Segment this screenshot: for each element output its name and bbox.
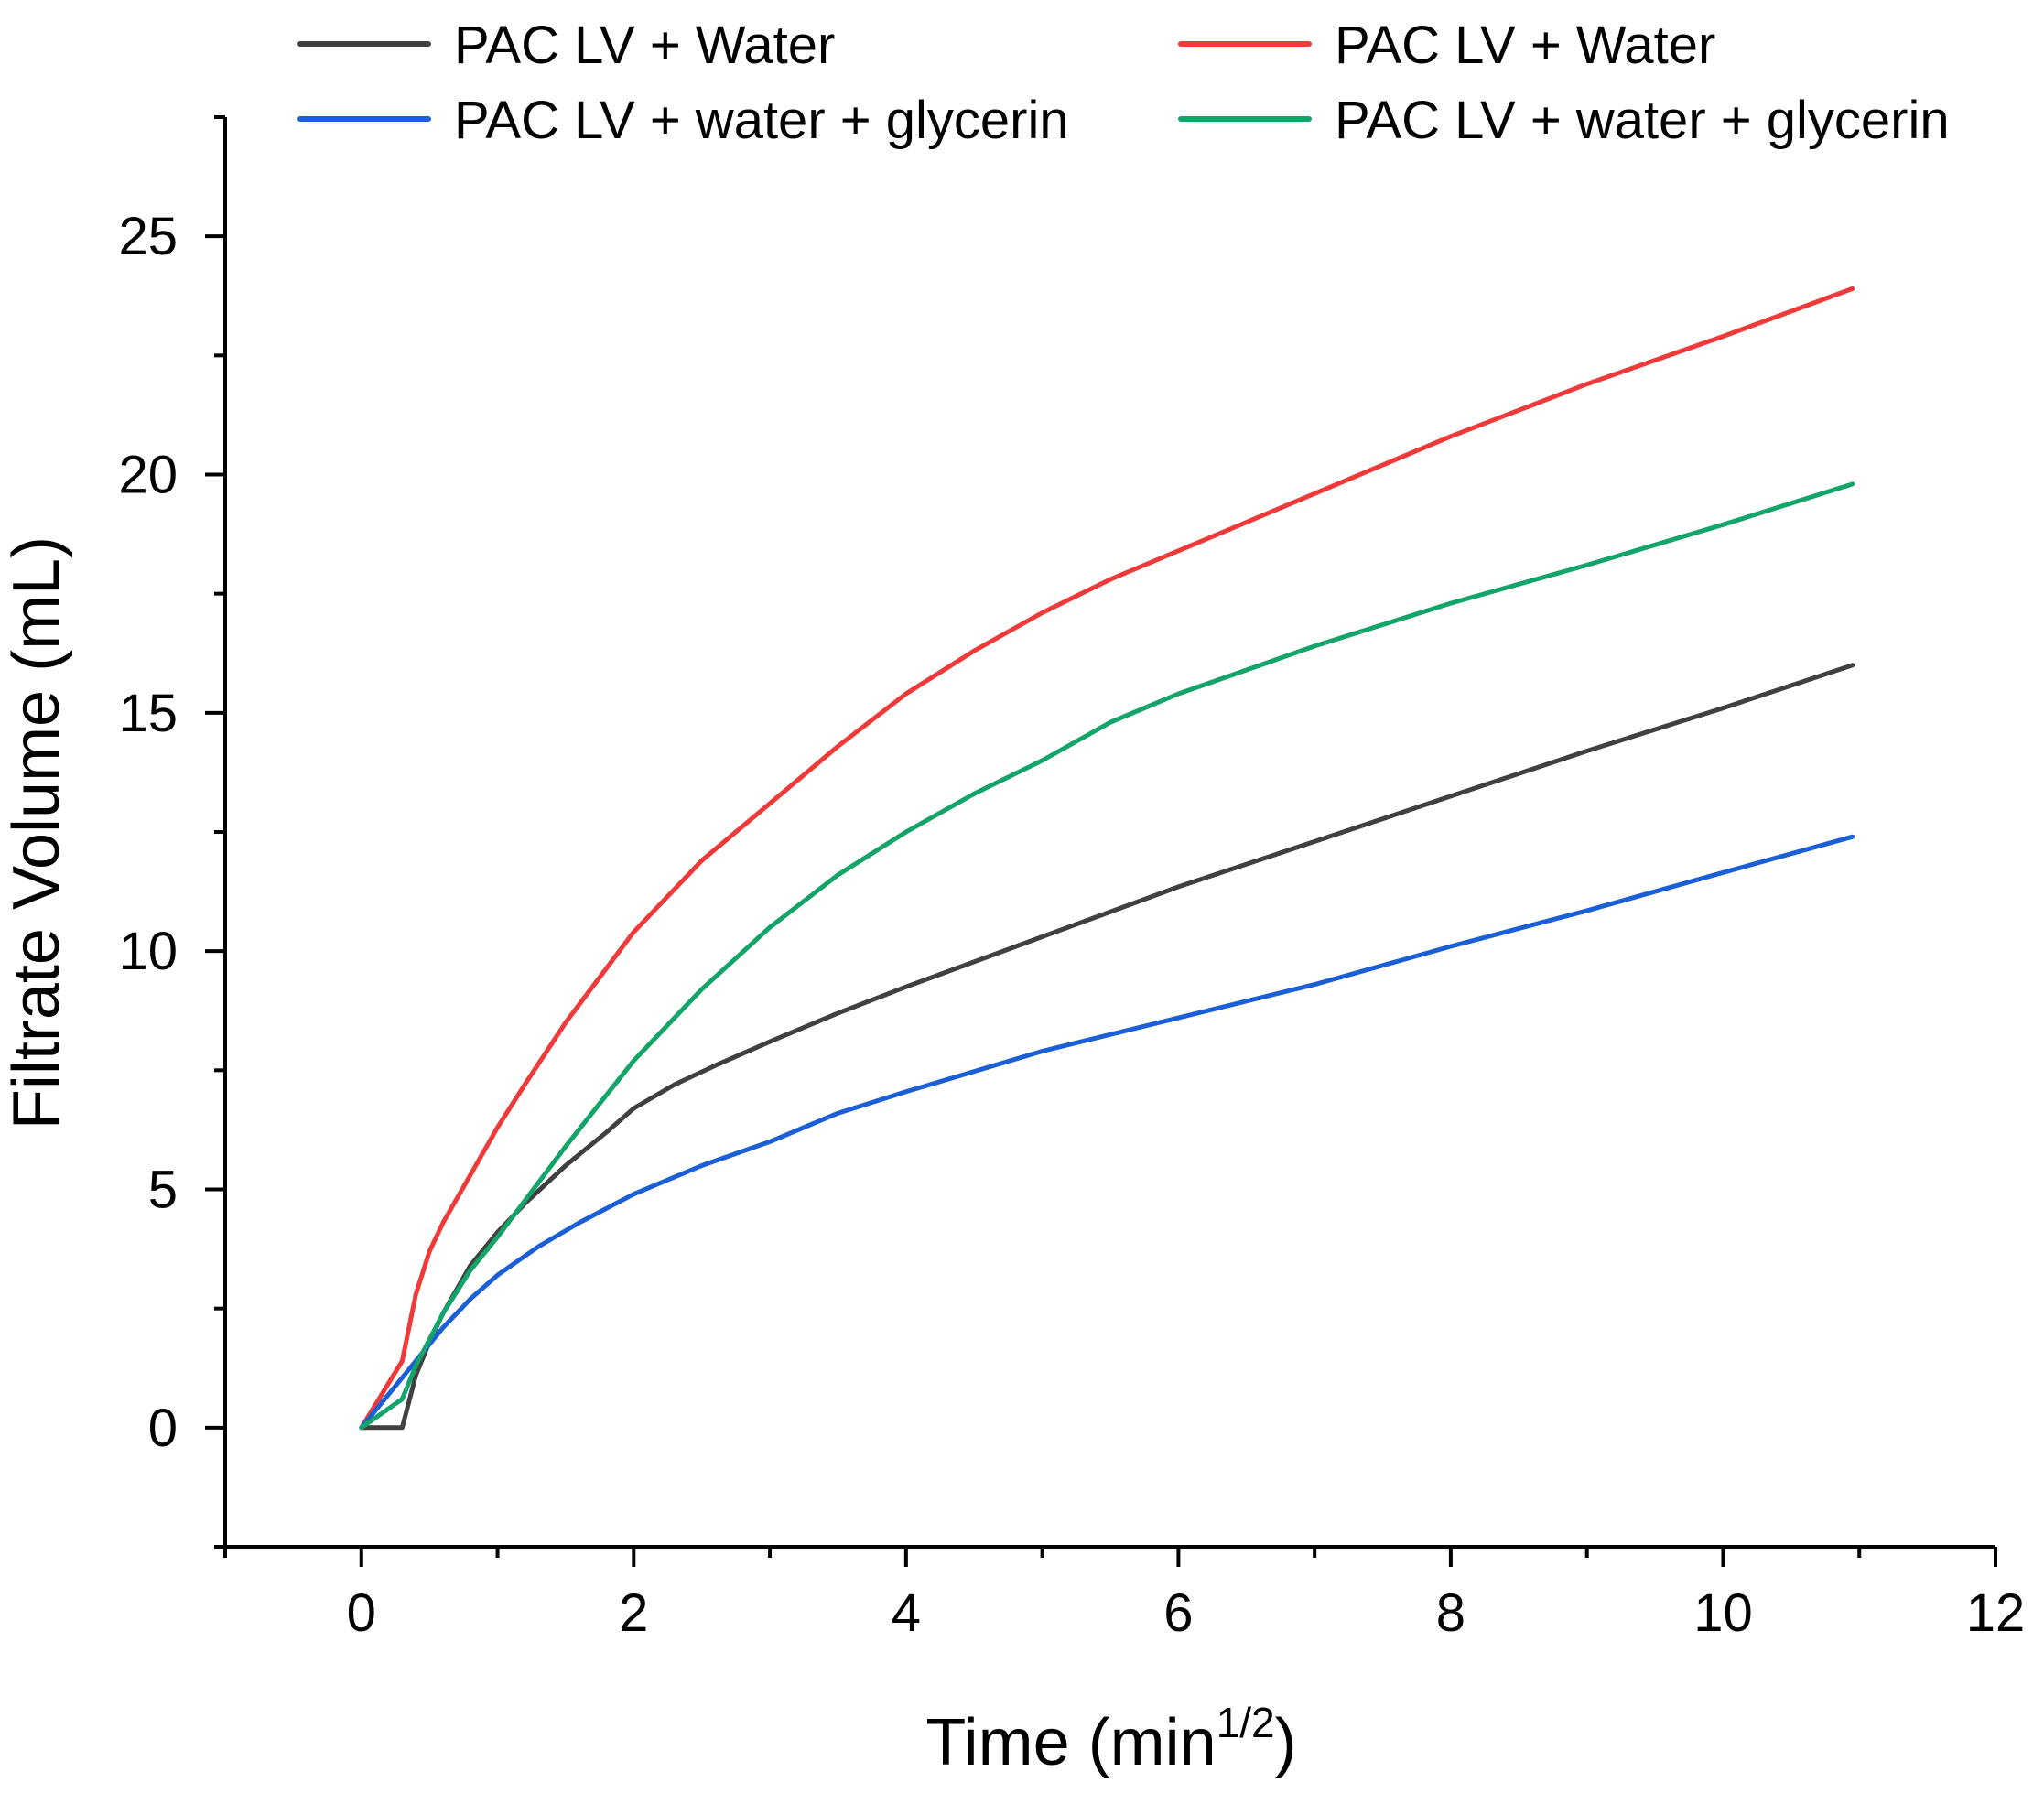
y-tick-label: 0 bbox=[148, 1399, 178, 1458]
series-line-3 bbox=[359, 834, 1855, 1431]
x-tick-label: 6 bbox=[1163, 1583, 1193, 1643]
legend-label-4: PAC LV + water + glycerin bbox=[1335, 91, 1950, 150]
x-tick-label: 8 bbox=[1436, 1583, 1465, 1643]
x-axis-title-main: Time (min bbox=[925, 1706, 1216, 1779]
x-axis-title-close: ) bbox=[1275, 1706, 1297, 1779]
y-tick-label: 10 bbox=[118, 922, 178, 981]
x-tick-label: 0 bbox=[347, 1583, 376, 1643]
x-tick-label: 12 bbox=[1966, 1583, 2026, 1643]
legend-label-1: PAC LV + Water bbox=[454, 16, 835, 75]
y-axis-title: Filtrate Volume (mL) bbox=[0, 536, 73, 1129]
legend-label-2: PAC LV + Water bbox=[1335, 16, 1715, 75]
legend-label-3: PAC LV + water + glycerin bbox=[454, 91, 1069, 150]
legend: PAC LV + Water PAC LV + Water PAC LV + wat… bbox=[297, 16, 1950, 150]
x-axis-title-superscript: 1/2 bbox=[1217, 1699, 1275, 1746]
x-tick-label: 4 bbox=[892, 1583, 921, 1643]
y-tick-label: 15 bbox=[118, 684, 178, 743]
series-line-1 bbox=[359, 663, 1855, 1431]
x-tick-label: 10 bbox=[1693, 1583, 1753, 1643]
axes: 0 2 4 6 8 10 12 0 5 10 15 20 25 bbox=[118, 115, 2026, 1643]
x-axis-title: Time (min1/2) bbox=[925, 1699, 1296, 1779]
y-tick-label: 20 bbox=[118, 446, 178, 505]
y-tick-label: 25 bbox=[118, 207, 178, 266]
x-tick-label: 2 bbox=[619, 1583, 648, 1643]
series-lines bbox=[359, 286, 1855, 1431]
series-line-4 bbox=[359, 481, 1855, 1431]
series-line-2 bbox=[359, 286, 1855, 1431]
y-tick-label: 5 bbox=[148, 1161, 178, 1220]
